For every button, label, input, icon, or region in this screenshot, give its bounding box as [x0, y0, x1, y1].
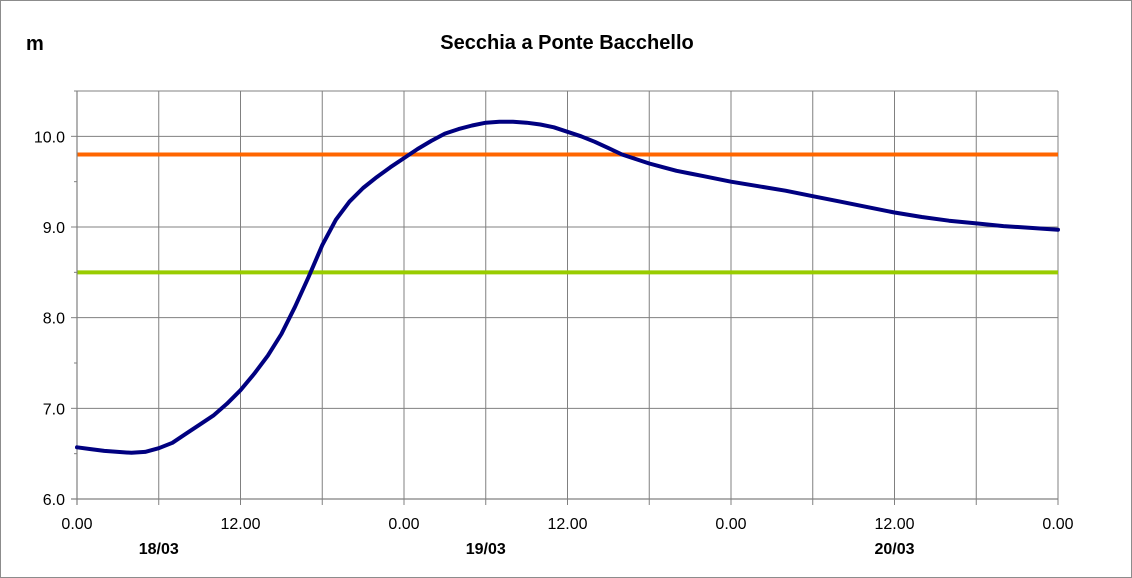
- y-tick-label: 8.0: [43, 311, 65, 328]
- y-gridlines: [77, 90, 1058, 409]
- y-tick-label: 7.0: [43, 401, 65, 418]
- water-level-series-line: [75, 119, 1060, 455]
- series-group: [75, 119, 1060, 455]
- x-tick-label: 12.00: [874, 516, 914, 533]
- date-label: 18/03: [139, 541, 179, 558]
- y-axis-unit-label: m: [26, 33, 44, 55]
- date-labels: 18/03 19/03 20/03: [139, 541, 915, 558]
- date-label: 20/03: [874, 541, 914, 558]
- x-tick-label: 0.00: [1042, 516, 1073, 533]
- x-tick-labels: 0.00 12.00 0.00 12.00 0.00 12.00 0.00: [61, 516, 1073, 533]
- x-tick-label: 12.00: [547, 516, 587, 533]
- date-label: 19/03: [466, 541, 506, 558]
- x-gridlines: [158, 91, 1059, 499]
- y-tick-label: 6.0: [43, 492, 65, 509]
- x-tick-label: 0.00: [388, 516, 419, 533]
- y-tick-label: 9.0: [43, 220, 65, 237]
- chart-title: Secchia a Ponte Bacchello: [440, 32, 693, 54]
- axes: [71, 90, 1059, 505]
- x-tick-label: 0.00: [61, 516, 92, 533]
- x-tick-label: 0.00: [715, 516, 746, 533]
- y-tick-labels: 6.0 7.0 8.0 9.0 10.0: [34, 129, 65, 509]
- y-tick-label: 10.0: [34, 129, 65, 146]
- threshold-lines: [77, 152, 1058, 275]
- x-tick-label: 12.00: [220, 516, 260, 533]
